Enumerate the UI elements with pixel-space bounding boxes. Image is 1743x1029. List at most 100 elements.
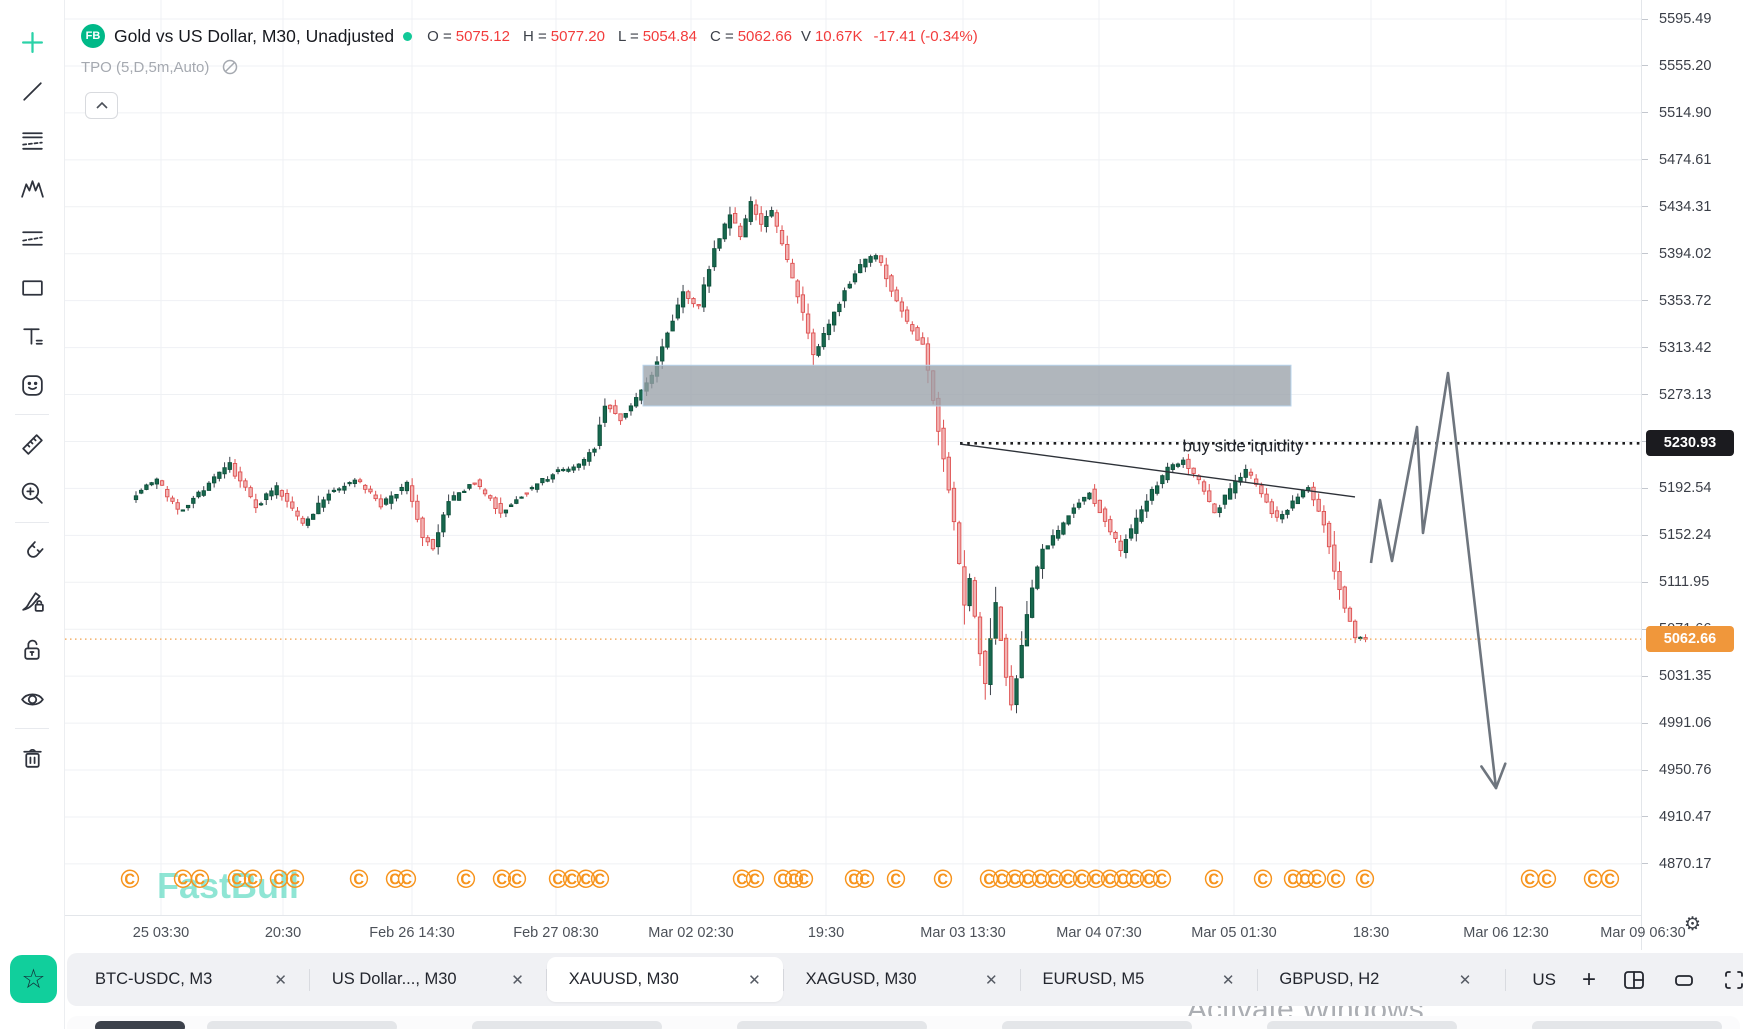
favorites-star-button[interactable]: ☆: [10, 955, 57, 1003]
event-marker-icon[interactable]: ©: [1018, 864, 1037, 894]
tab-close-icon[interactable]: ✕: [274, 971, 287, 989]
event-marker-icon[interactable]: ©: [745, 864, 764, 894]
add-tab-button[interactable]: +: [1582, 965, 1597, 993]
emoji-icon[interactable]: [18, 371, 46, 399]
event-marker-icon[interactable]: ©: [794, 864, 813, 894]
event-marker-icon[interactable]: ©: [992, 864, 1011, 894]
event-marker-icon[interactable]: ©: [548, 864, 567, 894]
region-selector[interactable]: US: [1532, 969, 1556, 989]
event-marker-icon[interactable]: ©: [1355, 864, 1374, 894]
event-marker-icon[interactable]: ©: [886, 864, 905, 894]
chart-pane[interactable]: FastBull buy side iquidity © © © © © © © © © © © © © © ©…: [65, 0, 1687, 915]
eye-off-icon[interactable]: [221, 58, 239, 76]
event-marker-icon[interactable]: ©: [1520, 864, 1539, 894]
fastbull-logo-icon: FB: [81, 24, 105, 48]
time-axis-label: Mar 02 02:30: [648, 925, 734, 941]
event-marker-icon[interactable]: ©: [1583, 864, 1602, 894]
event-marker-icon[interactable]: ©: [1253, 864, 1272, 894]
event-marker-icon[interactable]: ©: [227, 864, 246, 894]
event-marker-icon[interactable]: ©: [1058, 864, 1077, 894]
event-marker-icon[interactable]: ©: [855, 864, 874, 894]
event-marker-icon[interactable]: ©: [456, 864, 475, 894]
event-marker-icon[interactable]: ©: [1204, 864, 1223, 894]
tab-xauusd[interactable]: XAUUSD, M30 ✕: [546, 957, 783, 1002]
add-icon[interactable]: [18, 28, 46, 56]
event-marker-icon[interactable]: ©: [844, 864, 863, 894]
event-marker-icon[interactable]: ©: [1326, 864, 1345, 894]
tab-close-icon[interactable]: ✕: [1458, 971, 1472, 989]
event-marker-icon[interactable]: ©: [1283, 864, 1302, 894]
event-marker-icon[interactable]: ©: [190, 864, 209, 894]
symbol-title[interactable]: Gold vs US Dollar, M30, Unadjusted: [114, 25, 395, 46]
event-marker-icon[interactable]: ©: [120, 864, 139, 894]
event-marker-icon[interactable]: ©: [1005, 864, 1024, 894]
event-marker-icon[interactable]: ©: [590, 864, 609, 894]
eye-icon[interactable]: [18, 685, 46, 713]
event-marker-icon[interactable]: ©: [285, 864, 304, 894]
tab-gbpusd[interactable]: GBPUSD, H2 ✕: [1257, 957, 1493, 1002]
event-marker-icon[interactable]: ©: [576, 864, 595, 894]
event-marker-icon[interactable]: ©: [492, 864, 511, 894]
fib-retracement-icon[interactable]: [18, 224, 46, 252]
price-axis-label: 5152.24: [1659, 527, 1712, 544]
event-marker-icon[interactable]: ©: [1295, 864, 1314, 894]
event-marker-icon[interactable]: ©: [1044, 864, 1063, 894]
magnet-icon[interactable]: [18, 538, 46, 566]
fullscreen-icon[interactable]: [1722, 968, 1743, 992]
event-marker-icon[interactable]: ©: [784, 864, 803, 894]
trend-line-icon[interactable]: [18, 77, 46, 105]
trash-icon[interactable]: [18, 744, 46, 772]
event-marker-icon[interactable]: ©: [1125, 864, 1144, 894]
event-marker-icon[interactable]: ©: [173, 864, 192, 894]
event-marker-icon[interactable]: ©: [385, 864, 404, 894]
event-marker-icon[interactable]: ©: [1139, 864, 1158, 894]
event-marker-icon[interactable]: ©: [269, 864, 288, 894]
event-marker-icon[interactable]: ©: [507, 864, 526, 894]
zoom-in-icon[interactable]: [18, 479, 46, 507]
event-marker-icon[interactable]: ©: [1152, 864, 1171, 894]
event-marker-icon[interactable]: ©: [1537, 864, 1556, 894]
layout-icon[interactable]: [1622, 968, 1646, 992]
tab-eurusd[interactable]: EURUSD, M5 ✕: [1021, 957, 1257, 1002]
event-marker-icon[interactable]: ©: [773, 864, 792, 894]
event-marker-icon[interactable]: ©: [933, 864, 952, 894]
event-marker-icon[interactable]: ©: [732, 864, 751, 894]
lock-icon[interactable]: [18, 636, 46, 664]
xabcd-pattern-icon[interactable]: [18, 175, 46, 203]
tab-close-icon[interactable]: ✕: [1221, 971, 1235, 989]
event-marker-icon[interactable]: ©: [397, 864, 416, 894]
tab-us dollar...[interactable]: US Dollar..., M30 ✕: [310, 957, 546, 1002]
event-marker-icon[interactable]: ©: [562, 864, 581, 894]
event-marker-icon[interactable]: ©: [1307, 864, 1326, 894]
event-marker-icon[interactable]: ©: [1031, 864, 1050, 894]
event-marker-icon[interactable]: ©: [1113, 864, 1132, 894]
event-marker-icon[interactable]: ©: [1086, 864, 1105, 894]
event-marker-icon[interactable]: ©: [349, 864, 368, 894]
settings-gear-icon[interactable]: ⚙: [1684, 914, 1702, 935]
ruler-icon[interactable]: [18, 430, 46, 458]
event-marker-icon[interactable]: ©: [1100, 864, 1119, 894]
event-marker-icon[interactable]: ©: [979, 864, 998, 894]
price-axis-tick: [1642, 65, 1648, 66]
text-icon[interactable]: [18, 322, 46, 350]
price-axis[interactable]: ⚙ 5595.49 5555.20 5514.90 5474.61 5434.31 539…: [1641, 0, 1743, 950]
event-marker-icon[interactable]: ©: [1072, 864, 1091, 894]
tab-close-icon[interactable]: ✕: [511, 971, 524, 989]
collapse-toolbar-button[interactable]: [85, 92, 118, 119]
indicator-row[interactable]: TPO (5,D,5m,Auto): [81, 58, 239, 76]
tab-btc-usdc[interactable]: BTC-USDC, M3 ✕: [73, 957, 309, 1002]
tab-divider: [309, 968, 310, 991]
event-marker-icon[interactable]: ©: [1600, 864, 1619, 894]
rectangle-icon[interactable]: [18, 273, 46, 301]
brush-lock-icon[interactable]: [18, 587, 46, 615]
time-axis[interactable]: 25 03:30 20:30 Feb 26 14:30 Feb 27 08:30 Mar…: [65, 915, 1686, 951]
tab-xagusd[interactable]: XAGUSD, M30 ✕: [784, 957, 1020, 1002]
alert-price-badge[interactable]: 5230.93: [1646, 430, 1734, 457]
event-marker-icon[interactable]: ©: [243, 864, 262, 894]
price-axis-tick: [1642, 159, 1648, 160]
tab-close-icon[interactable]: ✕: [985, 971, 998, 989]
window-icon[interactable]: [1672, 968, 1696, 992]
tab-close-icon[interactable]: ✕: [748, 971, 761, 989]
fib-channel-icon[interactable]: [18, 126, 46, 154]
